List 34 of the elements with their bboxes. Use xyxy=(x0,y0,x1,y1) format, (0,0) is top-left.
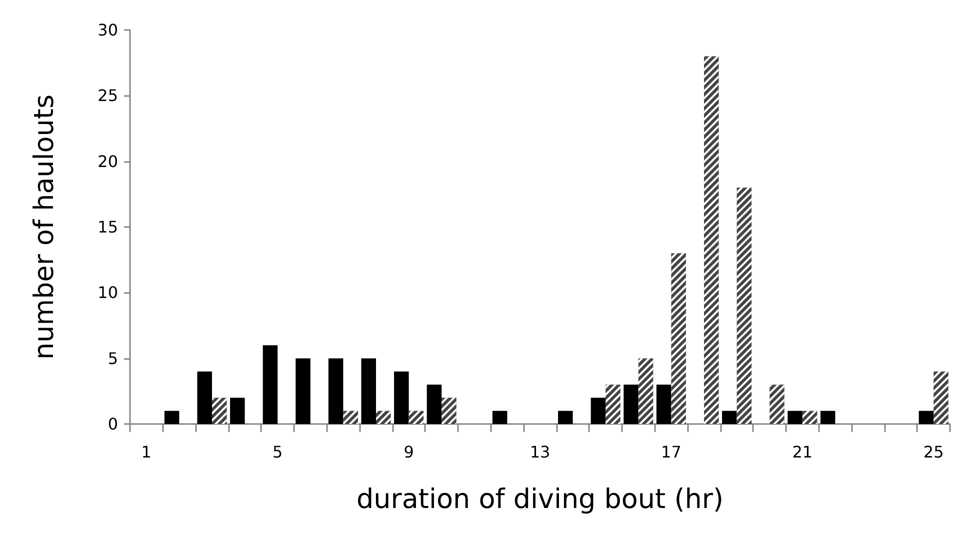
bar xyxy=(558,410,573,424)
bar xyxy=(918,410,934,424)
x-tick-label: 25 xyxy=(923,442,944,462)
y-tick-label: 5 xyxy=(108,348,118,368)
x-tick-label: 5 xyxy=(272,442,283,462)
bar xyxy=(361,358,376,424)
x-tick-label: 1 xyxy=(141,442,152,462)
bar xyxy=(426,384,442,424)
y-tick-label: 0 xyxy=(108,414,118,434)
y-tick-label: 20 xyxy=(98,152,118,171)
y-axis-title: number of haulouts xyxy=(29,94,60,360)
y-tick-label: 30 xyxy=(98,20,118,40)
x-tick-label: 17 xyxy=(661,442,682,462)
y-tick-label: 25 xyxy=(98,86,118,106)
bar xyxy=(262,345,278,424)
bar xyxy=(296,358,310,424)
x-tick-label: 21 xyxy=(792,442,813,462)
bar xyxy=(394,371,409,424)
bar xyxy=(820,410,836,424)
bar xyxy=(624,384,638,424)
bar xyxy=(722,410,737,424)
bar xyxy=(164,410,180,424)
bar xyxy=(788,410,802,424)
x-tick-label: 13 xyxy=(530,442,550,462)
bar xyxy=(656,384,672,424)
x-axis-title: duration of diving bout (hr) xyxy=(356,484,724,515)
bar xyxy=(328,358,344,424)
y-tick-label: 10 xyxy=(98,283,118,302)
bar xyxy=(590,398,606,424)
x-tick-label: 9 xyxy=(404,442,414,462)
bar xyxy=(197,371,212,424)
y-tick-label: 15 xyxy=(98,218,118,236)
bar xyxy=(492,410,508,424)
bar xyxy=(230,398,245,424)
